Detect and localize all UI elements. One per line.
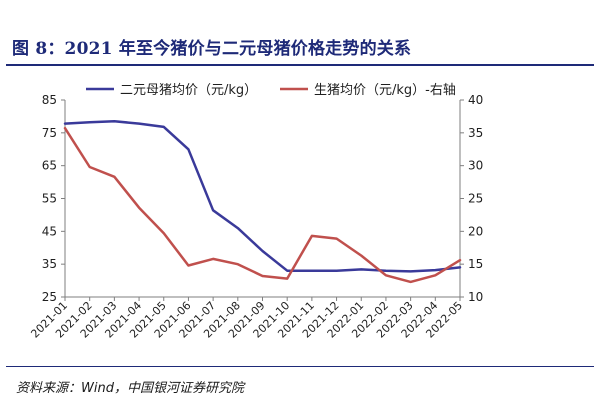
right-y-tick-label: 25 bbox=[468, 192, 483, 206]
source-note: 资料来源：Wind，中国银河证券研究院 bbox=[16, 381, 244, 396]
right-y-tick-label: 30 bbox=[468, 159, 483, 173]
left-y-tick-label: 45 bbox=[42, 224, 57, 238]
chart-title: 图 8：2021 年至今猪价与二元母猪价格走势的关系 bbox=[12, 39, 412, 59]
left-y-tick-label: 35 bbox=[42, 257, 57, 271]
title-divider bbox=[6, 64, 594, 66]
legend: 二元母猪均价（元/kg） 生猪均价（元/kg）-右轴 bbox=[86, 83, 456, 98]
left-y-tick-label: 55 bbox=[42, 192, 57, 206]
left-y-tick-label: 25 bbox=[42, 290, 57, 304]
axes-layer: 25354555657585101520253035402021-012021-… bbox=[28, 93, 483, 341]
series-line-2 bbox=[63, 126, 462, 284]
legend-label-2: 生猪均价（元/kg）-右轴 bbox=[314, 83, 456, 98]
right-y-tick-label: 20 bbox=[468, 224, 483, 238]
right-y-tick-label: 10 bbox=[468, 290, 483, 304]
right-y-tick-label: 40 bbox=[468, 93, 483, 107]
series-layer bbox=[63, 120, 462, 284]
line-chart: 25354555657585101520253035402021-012021-… bbox=[28, 83, 483, 341]
series-line-1 bbox=[63, 120, 462, 273]
left-y-tick-label: 75 bbox=[42, 126, 57, 140]
right-y-tick-label: 35 bbox=[468, 126, 483, 140]
left-y-tick-label: 65 bbox=[42, 159, 57, 173]
right-y-tick-label: 15 bbox=[468, 257, 483, 271]
left-y-tick-label: 85 bbox=[42, 93, 57, 107]
source-divider bbox=[6, 366, 594, 367]
legend-label-1: 二元母猪均价（元/kg） bbox=[120, 83, 257, 98]
